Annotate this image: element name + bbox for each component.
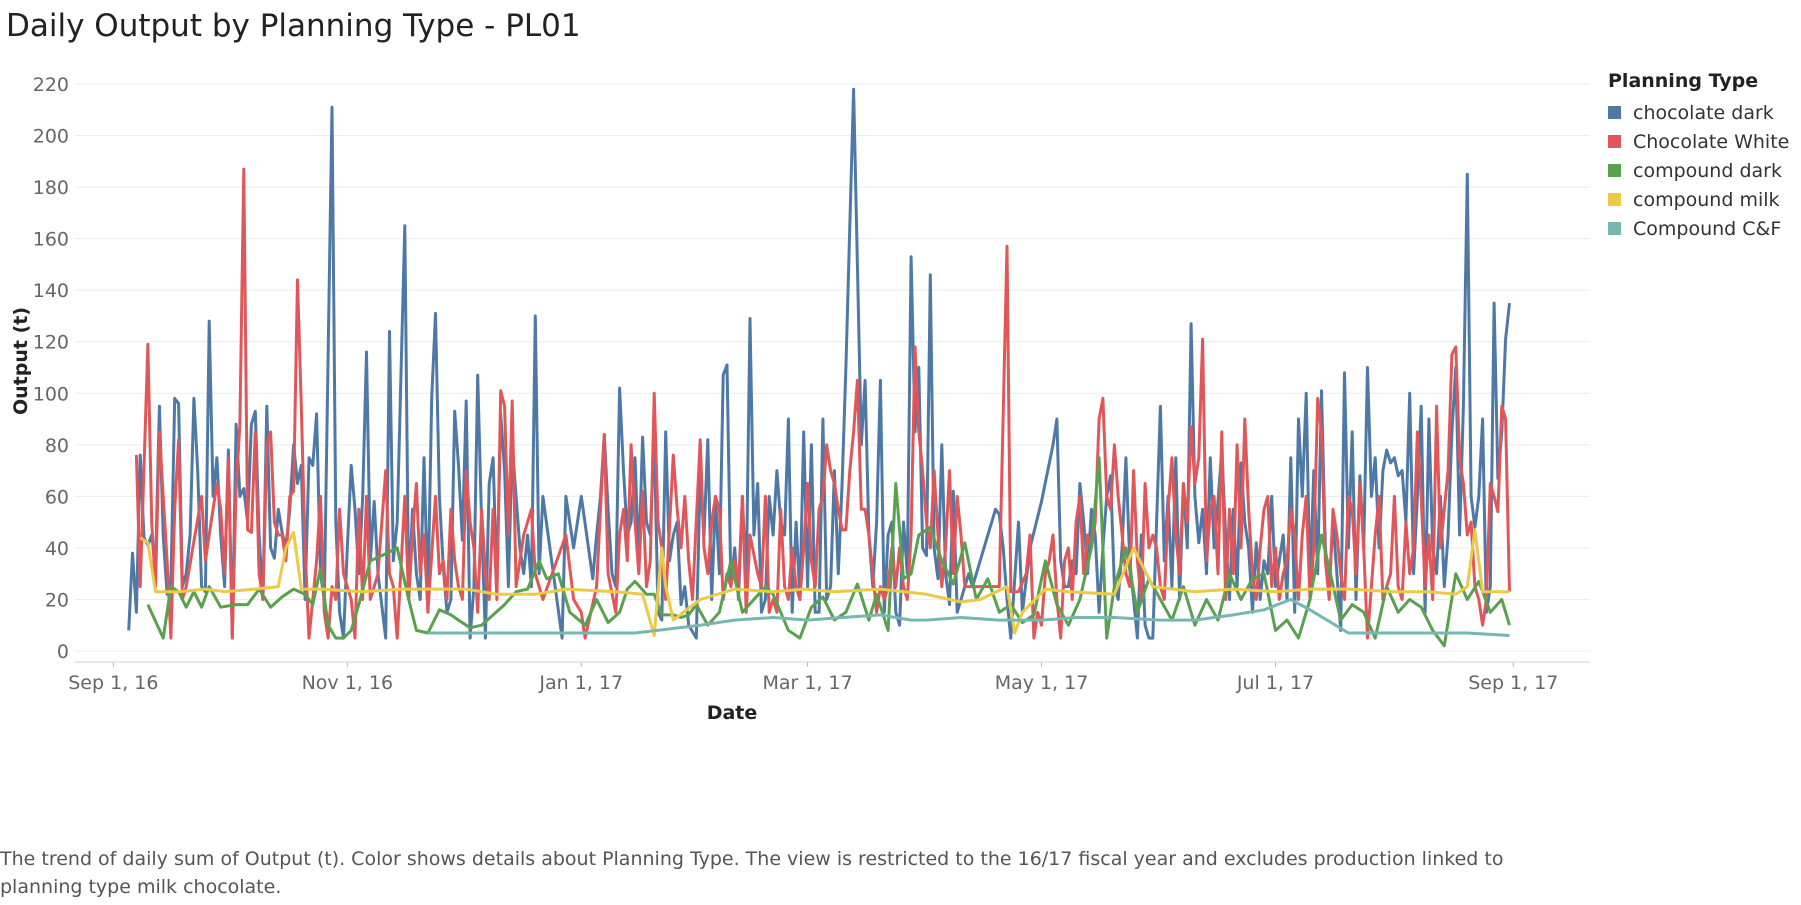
- legend-item[interactable]: Compound C&F: [1608, 214, 1789, 243]
- y-tick-label: 120: [33, 332, 69, 354]
- x-axis-title: Date: [707, 702, 758, 724]
- x-tick-label: Nov 1, 16: [302, 672, 393, 694]
- legend-item[interactable]: compound milk: [1608, 185, 1789, 214]
- series-line-chocolate-white: [134, 167, 1511, 640]
- y-tick-label: 180: [33, 177, 69, 199]
- legend-item[interactable]: compound dark: [1608, 156, 1789, 185]
- series-lines: [127, 87, 1511, 648]
- series-line-compound-milk: [139, 528, 1510, 637]
- legend-label: compound dark: [1633, 159, 1782, 182]
- legend-title: Planning Type: [1608, 70, 1759, 92]
- x-tick-label: Jan 1, 17: [538, 672, 623, 694]
- legend-swatch: [1608, 222, 1621, 235]
- y-tick-label: 80: [45, 435, 69, 457]
- x-tick-label: Sep 1, 16: [68, 672, 158, 694]
- x-tick-label: Jul 1, 17: [1236, 672, 1314, 694]
- y-tick-label: 40: [45, 538, 69, 560]
- chart-caption: The trend of daily sum of Output (t). Co…: [0, 848, 1504, 898]
- legend-swatch: [1608, 164, 1621, 177]
- line-chart: 0 20 40 60 80 100 120 140 160 180 200 220 Sep 1, 16 N…: [10, 74, 1590, 724]
- y-tick-label: 100: [33, 383, 69, 405]
- series-line-compound-c-f: [427, 598, 1510, 637]
- legend-swatch: [1608, 193, 1621, 206]
- axes: 0 20 40 60 80 100 120 140 160 180 200 220 Sep 1, 16 N…: [33, 74, 1590, 694]
- y-tick-label: 20: [45, 589, 69, 611]
- legend-item[interactable]: chocolate dark: [1608, 98, 1789, 127]
- y-tick-label: 140: [33, 280, 69, 302]
- legend-swatch: [1608, 106, 1621, 119]
- y-axis-title: Output (t): [10, 307, 32, 415]
- chart-title: Daily Output by Planning Type - PL01: [6, 8, 581, 44]
- series-line-compound-dark: [146, 456, 1511, 648]
- y-tick-label: 220: [33, 74, 69, 96]
- legend-label: compound milk: [1633, 188, 1780, 211]
- legend-items: chocolate dark Chocolate White compound da…: [1608, 98, 1789, 243]
- legend-label: Chocolate White: [1633, 130, 1790, 153]
- y-tick-label: 200: [33, 126, 69, 148]
- x-tick-label: Sep 1, 17: [1468, 672, 1558, 694]
- legend: Planning Type chocolate dark Chocolate Wh…: [1608, 70, 1789, 243]
- series-line-chocolate-dark: [127, 87, 1511, 640]
- y-tick-label: 160: [33, 229, 69, 251]
- x-tick-label: Mar 1, 17: [762, 672, 852, 694]
- legend-label: chocolate dark: [1633, 101, 1774, 124]
- legend-item[interactable]: Chocolate White: [1608, 127, 1789, 156]
- x-tick-label: May 1, 17: [995, 672, 1089, 694]
- legend-swatch: [1608, 135, 1621, 148]
- legend-label: Compound C&F: [1633, 217, 1782, 240]
- y-tick-label: 0: [57, 641, 69, 663]
- y-tick-label: 60: [45, 486, 69, 508]
